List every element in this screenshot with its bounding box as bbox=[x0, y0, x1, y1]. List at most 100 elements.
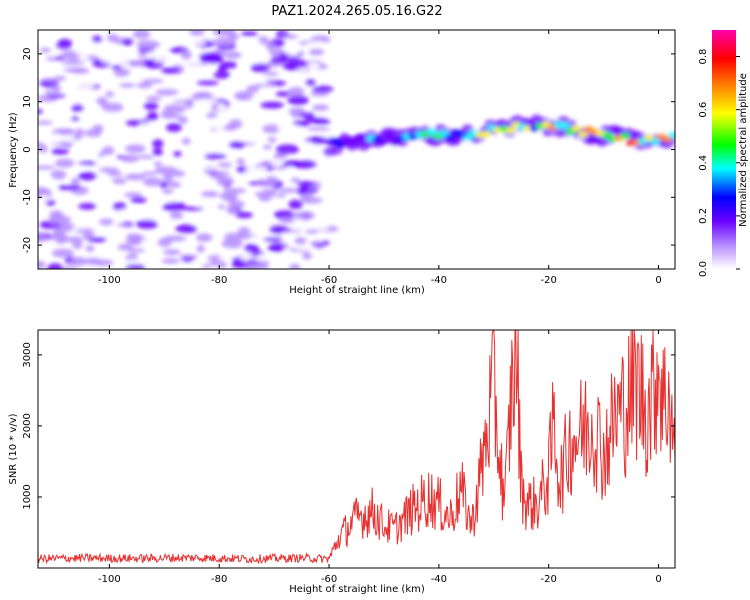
spectrogram-cell bbox=[151, 212, 168, 222]
spectrogram-cell bbox=[302, 251, 312, 260]
spectrogram-cell bbox=[138, 256, 153, 262]
spectrogram-cell bbox=[348, 126, 359, 130]
spectrogram-cell bbox=[310, 240, 323, 247]
spectrogram-cell bbox=[308, 48, 325, 56]
snr-y-axis: 1000 2000 3000 bbox=[22, 342, 675, 510]
spectrogram-cell bbox=[253, 255, 277, 263]
spectrogram-y-tick-label: -10 bbox=[22, 189, 33, 205]
spectrogram-cell bbox=[349, 185, 358, 189]
spectrogram-cell bbox=[74, 44, 84, 55]
spectrogram-cell bbox=[119, 82, 136, 89]
spectrogram-x-tick-label: -20 bbox=[541, 275, 557, 286]
spectrogram-cell bbox=[222, 247, 235, 254]
spectrogram-cell bbox=[505, 127, 516, 134]
snr-y-label: SNR (10 * v/v) bbox=[8, 413, 19, 484]
spectrogram-cell bbox=[535, 64, 542, 68]
spectrogram-cell bbox=[92, 124, 104, 133]
spectrogram-cell bbox=[525, 61, 535, 65]
spectrogram-cell bbox=[72, 239, 83, 250]
spectrogram-cell bbox=[265, 78, 275, 84]
spectrogram-x-tick-label: -40 bbox=[431, 275, 447, 286]
colorbar-tick-label: 0.2 bbox=[698, 208, 709, 224]
spectrogram-cell bbox=[223, 84, 247, 90]
spectrogram-cell bbox=[204, 152, 227, 160]
spectrogram-cell bbox=[551, 173, 561, 177]
snr-x-tick-label: -40 bbox=[431, 574, 447, 585]
spectrogram-cell bbox=[212, 30, 236, 37]
spectrogram-cell bbox=[51, 148, 69, 155]
spectrogram-cell bbox=[98, 167, 119, 173]
spectrogram-cell bbox=[163, 201, 186, 212]
spectrogram-cell bbox=[299, 112, 316, 119]
snr-x-tick-label: -20 bbox=[541, 574, 557, 585]
spectrogram-cell bbox=[275, 91, 291, 97]
spectrogram-cell bbox=[189, 30, 205, 36]
spectrogram-cell bbox=[170, 170, 186, 177]
spectrogram-cell bbox=[146, 111, 159, 122]
spectrogram-cell bbox=[253, 57, 264, 65]
spectrogram-cell bbox=[242, 123, 262, 131]
spectrogram-x-label: Height of straight line (km) bbox=[289, 285, 425, 296]
spectrogram-cell bbox=[106, 33, 119, 43]
spectrogram-cell bbox=[533, 57, 540, 61]
spectrogram-cell bbox=[371, 180, 380, 184]
spectrogram-cell bbox=[481, 131, 492, 138]
spectrogram-cell bbox=[124, 259, 147, 265]
spectrogram-cell bbox=[386, 193, 393, 197]
spectrogram-cell bbox=[384, 43, 394, 47]
spectrogram-cell bbox=[78, 81, 95, 91]
spectrogram-cell bbox=[239, 252, 254, 261]
spectrogram-cell bbox=[65, 76, 75, 81]
spectrogram-cell bbox=[288, 107, 306, 115]
spectrogram-cells bbox=[38, 30, 675, 269]
spectrogram-cell bbox=[262, 71, 280, 76]
spectrogram-cell bbox=[224, 51, 242, 59]
spectrogram-cell bbox=[318, 128, 337, 138]
spectrogram-cell bbox=[184, 100, 194, 109]
spectrogram-cell bbox=[224, 232, 245, 242]
spectrogram-cell bbox=[162, 188, 174, 195]
spectrogram-cell bbox=[82, 151, 105, 156]
spectrogram-cell bbox=[535, 266, 542, 269]
spectrogram-cell bbox=[312, 85, 334, 93]
spectrogram-cell bbox=[426, 129, 437, 136]
spectrogram-cell bbox=[313, 111, 335, 118]
spectrogram-cell bbox=[69, 256, 87, 267]
spectrogram-cell bbox=[320, 240, 330, 245]
spectrogram-cell bbox=[163, 32, 178, 39]
spectrogram-cell bbox=[78, 203, 97, 210]
spectrogram-cell bbox=[662, 136, 673, 143]
spectrogram-cell bbox=[292, 211, 316, 220]
spectrogram-cell bbox=[472, 71, 479, 75]
figure-title: PAZ1.2024.265.05.16.G22 bbox=[271, 4, 442, 19]
spectrogram-cell bbox=[78, 171, 98, 181]
spectrogram-cell bbox=[196, 80, 220, 86]
spectrogram-cell bbox=[572, 247, 579, 251]
spectrogram-cell bbox=[294, 76, 307, 83]
spectrogram-cell bbox=[187, 62, 204, 68]
spectrogram-cell bbox=[228, 200, 246, 208]
spectrogram-cell bbox=[104, 130, 118, 140]
spectrogram-cell bbox=[56, 236, 67, 245]
spectrogram-x-tick-label: -60 bbox=[321, 275, 337, 286]
snr-x-tick-label: -60 bbox=[321, 574, 337, 585]
spectrogram-cell bbox=[567, 218, 572, 222]
spectrogram-cell bbox=[228, 118, 243, 129]
spectrogram-cell bbox=[196, 233, 213, 243]
spectrogram-cell bbox=[316, 256, 328, 267]
spectrogram-cell bbox=[48, 215, 72, 225]
spectrogram-cell bbox=[212, 37, 236, 47]
spectrogram-cell bbox=[169, 266, 190, 269]
spectrogram-cell bbox=[132, 30, 151, 39]
spectrogram-cell bbox=[78, 53, 90, 62]
spectrogram-cell bbox=[153, 161, 162, 167]
spectrogram-cell bbox=[130, 196, 147, 204]
spectrogram-cell bbox=[295, 187, 309, 195]
colorbar-tick-label: 0.6 bbox=[698, 102, 709, 118]
spectrogram-cell bbox=[472, 204, 478, 208]
spectrogram-cell bbox=[60, 266, 77, 269]
spectrogram-cell bbox=[196, 244, 206, 253]
spectrogram-cell bbox=[244, 243, 260, 253]
spectrogram-cell bbox=[377, 205, 384, 209]
